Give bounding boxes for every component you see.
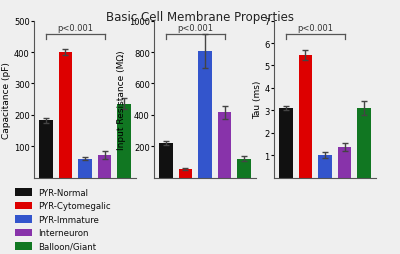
Text: PYR-Cytomegalic: PYR-Cytomegalic [38, 201, 110, 210]
Bar [178, 169, 192, 178]
Bar [15, 189, 32, 196]
Text: Interneuron: Interneuron [38, 228, 88, 237]
Text: PYR-Immature: PYR-Immature [38, 215, 99, 224]
Text: Basic Cell Membrane Properties: Basic Cell Membrane Properties [106, 11, 294, 24]
Bar [338, 148, 352, 178]
Bar [279, 109, 293, 178]
Text: Balloon/Giant: Balloon/Giant [38, 242, 96, 250]
Y-axis label: Capacitance (pF): Capacitance (pF) [2, 61, 11, 138]
Bar [218, 113, 232, 178]
Bar [159, 144, 173, 178]
Bar [117, 104, 131, 178]
Y-axis label: Tau (ms): Tau (ms) [253, 81, 262, 119]
Bar [318, 155, 332, 178]
Bar [298, 56, 312, 178]
Y-axis label: Input Resistance (MΩ): Input Resistance (MΩ) [117, 50, 126, 149]
Text: PYR-Normal: PYR-Normal [38, 188, 88, 197]
Bar [15, 242, 32, 250]
Bar [15, 229, 32, 236]
Bar [58, 53, 72, 178]
Text: p<0.001: p<0.001 [297, 24, 333, 33]
Bar [39, 121, 53, 178]
Bar [15, 202, 32, 210]
Bar [98, 155, 112, 178]
Bar [15, 215, 32, 223]
Text: p<0.001: p<0.001 [177, 24, 213, 33]
Bar [78, 159, 92, 178]
Bar [237, 159, 251, 178]
Bar [198, 52, 212, 178]
Bar [357, 109, 371, 178]
Text: p<0.001: p<0.001 [57, 24, 93, 33]
